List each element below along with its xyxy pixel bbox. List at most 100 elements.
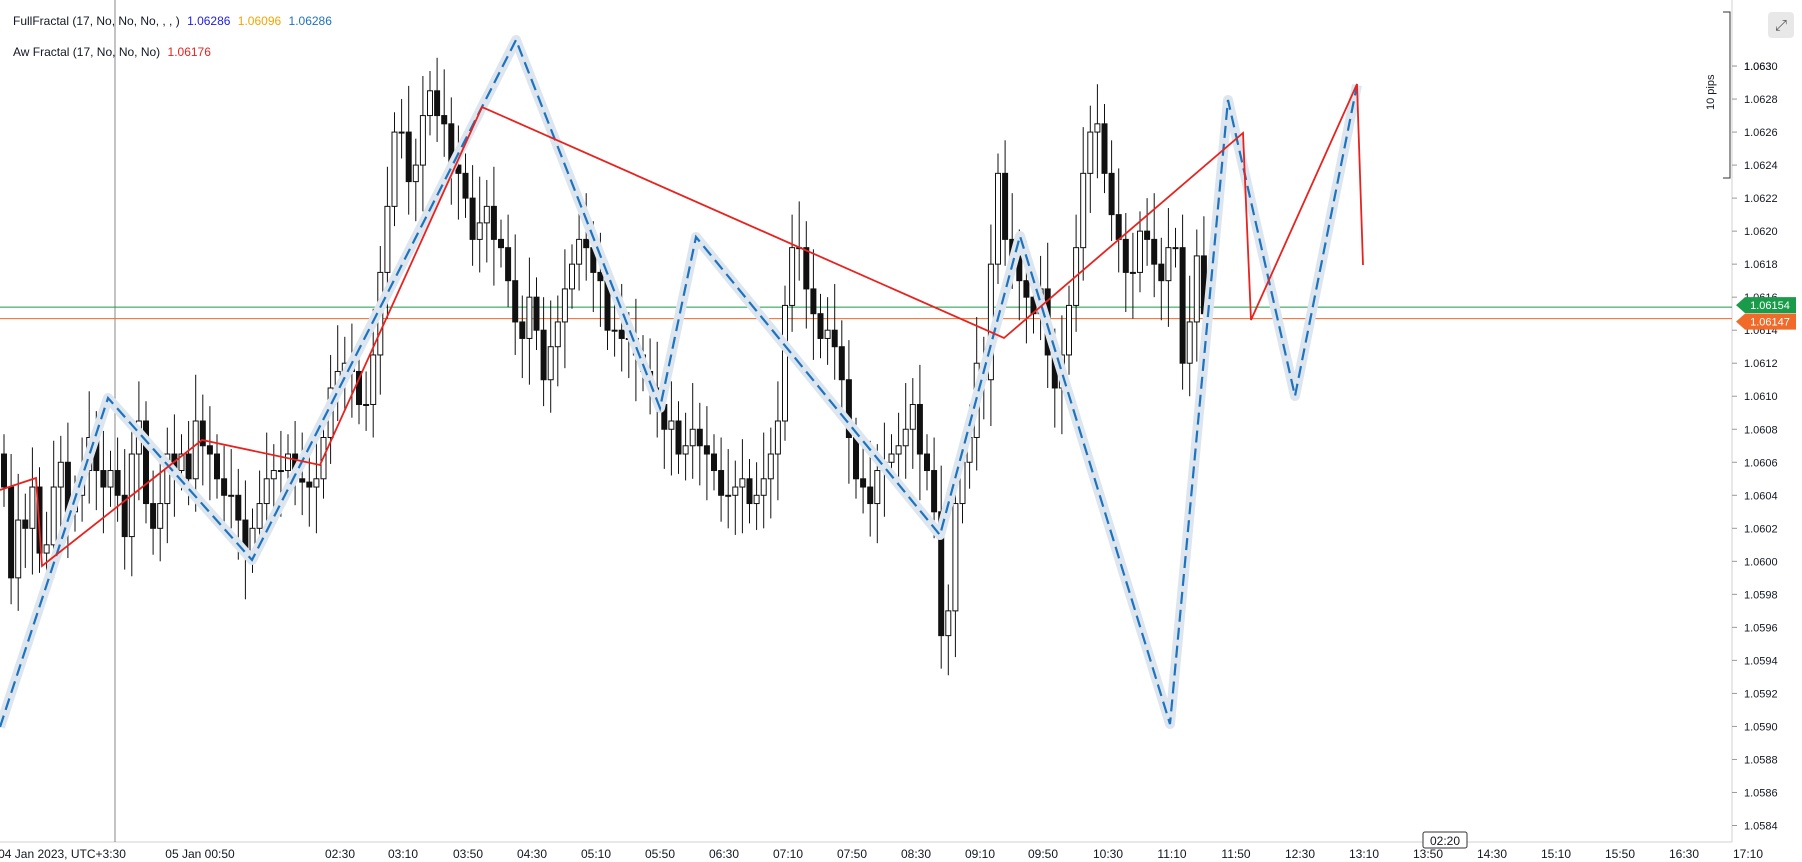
candle-body: [690, 429, 695, 446]
candle-body: [577, 239, 582, 264]
candle-body: [413, 165, 418, 182]
candle-body: [790, 248, 795, 306]
candle-body: [740, 479, 745, 487]
candle-body: [484, 206, 489, 223]
candle-body: [704, 446, 709, 454]
time-badge-label: 02:20: [1430, 834, 1460, 848]
candle-body: [420, 116, 425, 166]
candle-body: [1003, 173, 1008, 239]
price-tick-label: 1.0618: [1744, 259, 1778, 271]
candle-body: [1180, 248, 1185, 364]
price-tick-label: 1.0626: [1744, 127, 1778, 139]
candle-body: [300, 479, 305, 482]
price-tick-label: 1.0610: [1744, 391, 1778, 403]
fullfractal-value-1: 1.06286: [187, 14, 230, 28]
candle-body: [683, 446, 688, 454]
candle-body: [1081, 173, 1086, 247]
candle-body: [442, 116, 447, 124]
candle-body: [712, 454, 717, 471]
price-tick-label: 1.0608: [1744, 424, 1778, 436]
time-tick-label: 04 Jan 2023, UTC+3:30: [0, 847, 126, 861]
fullfractal-value-2: 1.06096: [238, 14, 281, 28]
time-tick-label: 11:10: [1157, 847, 1186, 861]
candle-body: [811, 289, 816, 314]
awfractal-legend[interactable]: Aw Fractal (17, No, No, No) 1.06176: [13, 45, 215, 59]
candle-body: [1130, 272, 1135, 273]
price-tick-label: 1.0602: [1744, 523, 1778, 535]
price-tick-label: 1.0584: [1744, 820, 1778, 832]
time-tick-label: 10:30: [1093, 847, 1123, 861]
candle-body: [548, 347, 553, 380]
candle-body: [825, 330, 830, 338]
price-tick-label: 1.0592: [1744, 688, 1778, 700]
candle-body: [58, 462, 63, 487]
time-tick-label: 15:10: [1541, 847, 1571, 861]
price-tick-label: 1.0628: [1744, 94, 1778, 106]
price-tick-label: 1.0586: [1744, 787, 1778, 799]
time-tick-label: 05:10: [581, 847, 611, 861]
candle-body: [229, 495, 234, 496]
candle-body: [477, 223, 482, 240]
candle-body: [719, 471, 724, 496]
candle-body: [754, 495, 759, 503]
candle-body: [2, 454, 7, 487]
candle-body: [804, 248, 809, 289]
price-tick-label: 1.063: [1744, 61, 1772, 73]
candle-body: [264, 479, 269, 504]
price-tick-label: 1.0612: [1744, 358, 1778, 370]
candle-body: [193, 421, 198, 479]
time-tick-label: 02:30: [325, 847, 355, 861]
candle-body: [562, 289, 567, 322]
candle-body: [932, 471, 937, 512]
candle-body: [832, 330, 837, 347]
price-tick-label: 1.0606: [1744, 457, 1778, 469]
price-tick-label: 1.0604: [1744, 490, 1778, 502]
candle-body: [314, 479, 319, 487]
candle-body: [371, 355, 376, 405]
candle-body: [1173, 248, 1178, 249]
price-tick-label: 1.0600: [1744, 556, 1778, 568]
expand-icon[interactable]: ⤢: [1768, 12, 1794, 38]
candle-body: [506, 248, 511, 281]
candle-body: [861, 479, 866, 487]
time-tick-label: 13:50: [1413, 847, 1443, 861]
time-tick-label: 05:50: [645, 847, 675, 861]
price-tick-label: 1.0594: [1744, 655, 1778, 667]
candle-body: [1159, 264, 1164, 281]
time-tick-label: 12:30: [1285, 847, 1315, 861]
candle-body: [1102, 124, 1107, 174]
fullfractal-value-3: 1.06286: [289, 14, 332, 28]
candle-body: [555, 322, 560, 347]
candle-body: [917, 404, 922, 454]
candle-body: [1145, 231, 1150, 239]
candle-body: [775, 421, 780, 454]
awfractal-name: Aw Fractal (17, No, No, No): [13, 45, 160, 59]
candle-body: [1095, 124, 1100, 132]
candle-body: [385, 206, 390, 272]
candle-body: [854, 438, 859, 479]
candle-body: [158, 504, 163, 529]
time-tick-label: 15:50: [1605, 847, 1635, 861]
time-tick-label: 11:50: [1221, 847, 1250, 861]
candle-body: [236, 495, 241, 520]
awfractal-value: 1.06176: [168, 45, 211, 59]
pips-scale-bracket: [1723, 12, 1730, 178]
price-tick-label: 1.0622: [1744, 193, 1778, 205]
candle-body: [1024, 281, 1029, 298]
candle-body: [222, 479, 227, 496]
candle-body: [491, 206, 496, 239]
candle-body: [1067, 305, 1072, 355]
candle-body: [1088, 132, 1093, 173]
candle-body: [818, 314, 823, 339]
time-tick-label: 14:30: [1477, 847, 1507, 861]
candle-body: [747, 479, 752, 504]
candle-body: [435, 91, 440, 116]
price-tick-label: 1.0620: [1744, 226, 1778, 238]
fullfractal-legend[interactable]: FullFractal (17, No, No, No, , , ) 1.062…: [13, 14, 336, 28]
fullfractal-zigzag: [0, 40, 1357, 727]
candle-body: [875, 471, 880, 504]
candle-body: [470, 198, 475, 239]
pips-scale-label: 10 pips: [1705, 75, 1717, 110]
time-tick-label: 09:50: [1028, 847, 1058, 861]
